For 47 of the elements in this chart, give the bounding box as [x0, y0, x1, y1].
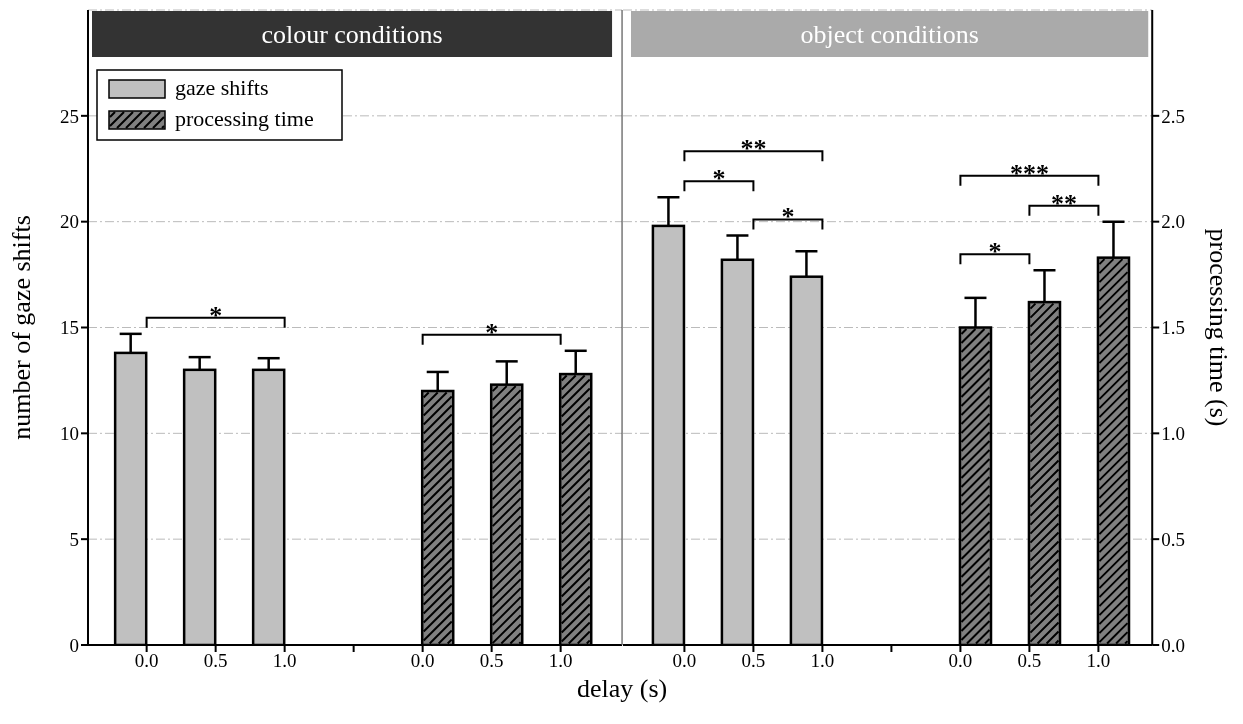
annotation: * — [712, 164, 726, 194]
significance-bracket: * — [752, 202, 824, 232]
significance-bracket: ** — [683, 134, 824, 164]
annotation: * — [209, 300, 223, 330]
x-tick-label: 0.0 — [134, 650, 159, 672]
annotation: * — [781, 202, 795, 232]
significance-bracket: ** — [1028, 188, 1100, 218]
legend-label: processing time — [175, 106, 314, 131]
x-tick-label: 0.0 — [948, 650, 973, 672]
x-tick-label: 1.0 — [548, 650, 573, 672]
chart-title: colour conditions — [261, 20, 443, 49]
annotation: * — [988, 237, 1002, 267]
y2-tick-label: 1.0 — [1161, 423, 1185, 445]
y-tick-label: 5 — [69, 528, 79, 550]
significance-bracket: * — [145, 300, 286, 330]
legend-label: gaze shifts — [175, 75, 269, 100]
annotation: * — [485, 317, 499, 347]
annotation: *** — [1009, 158, 1049, 188]
y-tick-label: 25 — [60, 105, 79, 127]
x-tick-label: 1.0 — [272, 650, 297, 672]
x-tick-label: 0.5 — [203, 650, 228, 672]
x-tick-label: 0.5 — [479, 650, 504, 672]
y-tick-label: 0 — [69, 634, 79, 656]
x-axis-title: delay (s) — [576, 674, 668, 703]
y2-tick-label: 0.5 — [1161, 528, 1185, 550]
x-tick-label: 0.0 — [672, 650, 697, 672]
x-tick-label: 1.0 — [1086, 650, 1111, 672]
x-tick-label: 1.0 — [810, 650, 835, 672]
significance-bracket: * — [959, 237, 1031, 267]
y-tick-label: 15 — [60, 317, 79, 339]
annotation: ** — [1050, 188, 1077, 218]
chart-title: object conditions — [800, 20, 979, 49]
y-tick-label: 20 — [60, 211, 79, 233]
y2-tick-label: 2.0 — [1161, 211, 1185, 233]
significance-bracket: *** — [959, 158, 1100, 188]
annotation: ** — [740, 134, 767, 164]
y2-tick-label: 1.5 — [1161, 317, 1185, 339]
y2-tick-label: 2.5 — [1161, 105, 1185, 127]
y2-tick-label: 0.0 — [1161, 634, 1185, 656]
significance-bracket: * — [683, 164, 755, 194]
y-tick-label: 10 — [60, 423, 79, 445]
significance-bracket: * — [421, 317, 562, 347]
x-tick-label: 0.5 — [741, 650, 766, 672]
y2-axis-title: processing time (s) — [1204, 228, 1234, 427]
x-tick-label: 0.5 — [1017, 650, 1042, 672]
x-tick-label: 0.0 — [410, 650, 435, 672]
y-axis-title: number of gaze shifts — [7, 215, 36, 440]
